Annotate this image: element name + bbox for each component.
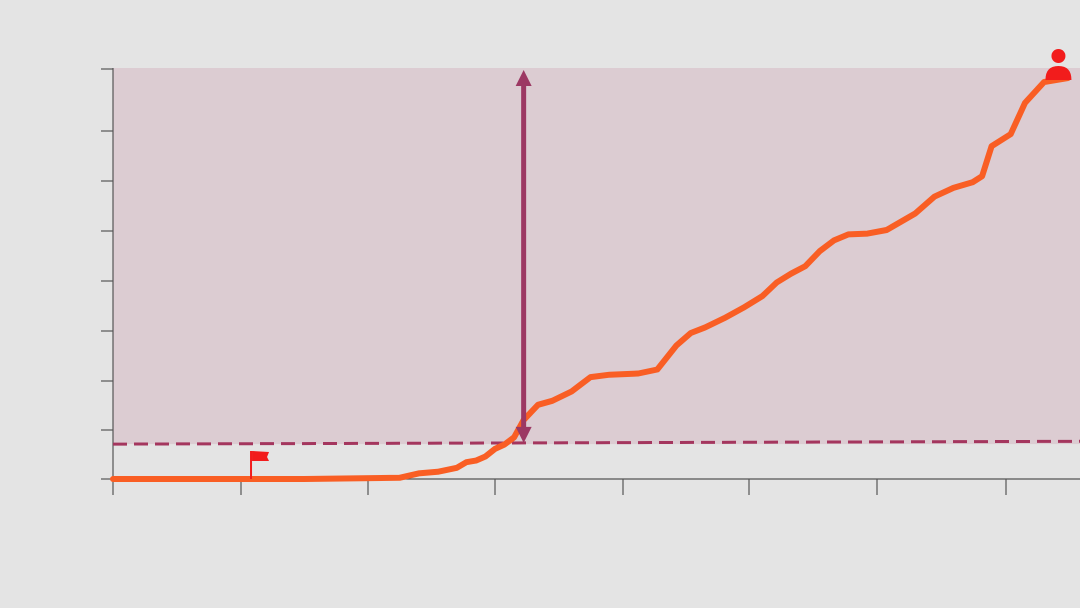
arrow-head-top xyxy=(515,70,532,86)
flag-cloth xyxy=(252,451,270,461)
flag-icon xyxy=(250,451,270,479)
series-line-0 xyxy=(110,75,1071,482)
reference-line xyxy=(112,439,1080,446)
shaded-band xyxy=(113,68,1080,445)
series-layer xyxy=(110,75,1071,482)
arrow-head-bottom xyxy=(515,426,532,443)
shaded-band-layer xyxy=(113,68,1080,445)
person-icon xyxy=(1045,49,1072,80)
reference-line-layer xyxy=(112,439,1080,446)
marker-layer xyxy=(250,49,1072,479)
arrow-layer xyxy=(515,70,532,443)
person-head xyxy=(1051,49,1066,63)
person-body xyxy=(1045,66,1072,80)
